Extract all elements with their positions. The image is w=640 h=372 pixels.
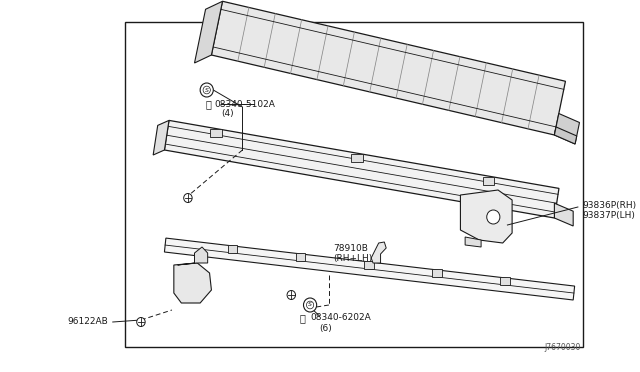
Circle shape bbox=[200, 83, 213, 97]
Bar bbox=[483, 177, 494, 185]
Text: 08340-6202A: 08340-6202A bbox=[310, 314, 371, 323]
Bar bbox=[364, 262, 374, 269]
Text: 78910B: 78910B bbox=[333, 244, 369, 253]
Circle shape bbox=[184, 193, 192, 202]
Polygon shape bbox=[177, 247, 207, 265]
Polygon shape bbox=[164, 121, 559, 218]
Bar bbox=[125, 22, 582, 347]
Text: Ⓢ: Ⓢ bbox=[300, 313, 305, 323]
Polygon shape bbox=[211, 1, 566, 135]
Circle shape bbox=[303, 298, 317, 312]
Bar bbox=[228, 246, 237, 253]
Circle shape bbox=[287, 291, 296, 299]
Circle shape bbox=[137, 317, 145, 327]
Circle shape bbox=[307, 301, 314, 309]
Text: (6): (6) bbox=[319, 324, 332, 333]
Bar bbox=[500, 278, 509, 285]
Text: S: S bbox=[308, 302, 312, 308]
Text: (RH+LH): (RH+LH) bbox=[333, 253, 373, 263]
Bar bbox=[351, 154, 363, 162]
Polygon shape bbox=[554, 113, 579, 144]
Text: S: S bbox=[205, 87, 209, 93]
Circle shape bbox=[203, 86, 211, 94]
Text: J7670030: J7670030 bbox=[545, 343, 580, 352]
Polygon shape bbox=[554, 203, 573, 226]
Polygon shape bbox=[153, 121, 169, 155]
Text: (4): (4) bbox=[221, 109, 234, 118]
Polygon shape bbox=[465, 237, 481, 247]
Polygon shape bbox=[460, 190, 512, 243]
Circle shape bbox=[487, 210, 500, 224]
Text: 93836P(RH): 93836P(RH) bbox=[582, 201, 637, 209]
Polygon shape bbox=[174, 263, 211, 303]
Bar bbox=[296, 253, 305, 262]
Text: 93837P(LH): 93837P(LH) bbox=[582, 211, 636, 219]
Polygon shape bbox=[554, 127, 577, 144]
Text: 08340-5102A: 08340-5102A bbox=[214, 99, 275, 109]
Polygon shape bbox=[164, 238, 575, 300]
Polygon shape bbox=[371, 242, 386, 263]
Polygon shape bbox=[195, 1, 223, 63]
Text: Ⓢ: Ⓢ bbox=[205, 99, 212, 109]
Text: 96122AB: 96122AB bbox=[67, 317, 108, 327]
Bar bbox=[211, 129, 221, 137]
Bar bbox=[432, 269, 442, 278]
